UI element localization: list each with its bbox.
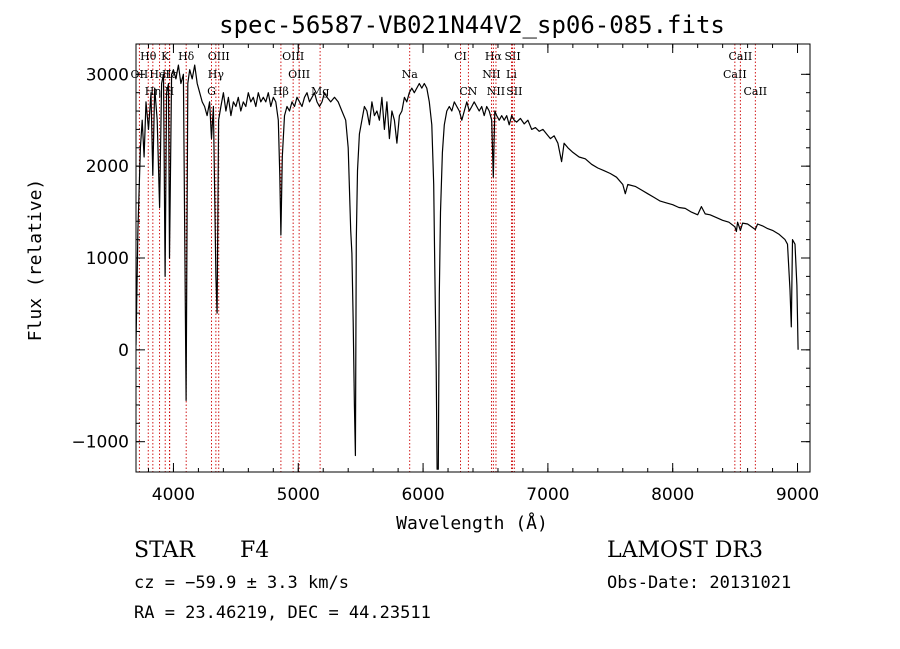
object-type: STAR <box>134 538 195 563</box>
y-tick-label: 2000 <box>86 157 129 177</box>
marker-label: Li <box>506 68 517 81</box>
x-ticks: 4000 5000 6000 7000 8000 9000 <box>147 44 819 505</box>
redshift-readout: cz = −59.9 ± 3.3 km/s <box>134 573 349 593</box>
y-tick-label: 1000 <box>86 249 129 269</box>
plot-frame <box>135 43 811 473</box>
y-ticks: −1000 0 1000 2000 3000 <box>71 65 810 453</box>
observation-date: Obs-Date: 20131021 <box>607 573 792 593</box>
marker-label: OIII <box>282 50 304 63</box>
marker-label: HeI <box>149 68 169 81</box>
marker-label: Hα <box>485 50 503 63</box>
marker-label: Hη <box>145 85 161 98</box>
marker-label: H <box>165 85 175 98</box>
marker-label: NII <box>487 85 505 98</box>
marker-label: Hβ <box>273 85 289 98</box>
x-tick-label: 4000 <box>152 485 195 505</box>
marker-label: Hθ <box>140 50 157 63</box>
marker-label: OIII <box>288 68 310 81</box>
spectrum-line <box>136 64 799 470</box>
marker-label: CaII <box>743 85 767 98</box>
marker-label: CN <box>459 85 477 98</box>
marker-label: SII <box>506 85 522 98</box>
x-tick-label: 7000 <box>526 485 569 505</box>
object-subclass: F4 <box>240 538 270 563</box>
marker-label: CI <box>454 50 467 63</box>
marker-label: CaII <box>723 68 747 81</box>
y-tick-label: −1000 <box>71 433 129 453</box>
y-tick-label: 0 <box>118 341 129 361</box>
marker-label: Na <box>402 68 419 81</box>
marker-label: NII <box>482 68 500 81</box>
marker-label: K <box>161 50 170 63</box>
x-tick-label: 9000 <box>776 485 819 505</box>
x-tick-label: 8000 <box>651 485 694 505</box>
marker-label: SII <box>504 50 520 63</box>
x-tick-label: 6000 <box>401 485 444 505</box>
x-tick-label: 5000 <box>277 485 320 505</box>
marker-label: CaII <box>729 50 753 63</box>
y-tick-label: 3000 <box>86 65 129 85</box>
marker-label: G <box>207 85 216 98</box>
chart-title: spec-56587-VB021N44V2_sp06-085.fits <box>219 11 725 39</box>
marker-label: Hγ <box>208 68 225 81</box>
marker-label: OIII <box>208 50 230 63</box>
coordinates-readout: RA = 23.46219, DEC = 44.23511 <box>134 603 431 623</box>
survey-name: LAMOST DR3 <box>607 538 763 563</box>
x-axis-label: Wavelength (Å) <box>396 512 548 534</box>
y-axis-label: Flux (relative) <box>25 179 46 342</box>
marker-label: Hδ <box>178 50 195 63</box>
